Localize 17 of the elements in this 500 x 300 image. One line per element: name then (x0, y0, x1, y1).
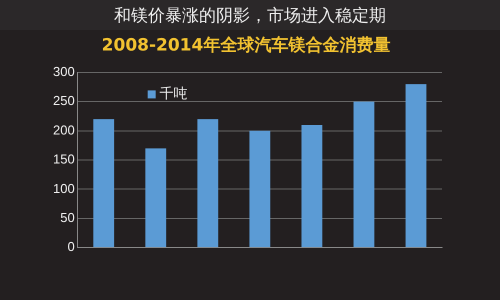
y-tick-label: 300 (52, 64, 75, 79)
chart-title: 2008-2014年全球汽车镁合金消费量 (102, 36, 390, 56)
y-tick-label: 100 (52, 180, 75, 196)
bar (249, 130, 270, 248)
bar (354, 102, 374, 248)
y-tick-label: 250 (52, 93, 75, 108)
bar (197, 119, 218, 248)
y-tick-label: 200 (52, 122, 75, 138)
bar (145, 148, 166, 248)
y-tick-label: 0 (67, 239, 75, 254)
legend-label: 千吨 (160, 86, 188, 102)
bar (406, 84, 426, 248)
bar (301, 124, 322, 248)
y-tick-label: 150 (52, 152, 75, 167)
text: 和镁价暴涨的阴影，市场进入稳定期 (113, 5, 387, 27)
y-tick-label: 50 (60, 210, 75, 225)
bar (93, 119, 114, 248)
